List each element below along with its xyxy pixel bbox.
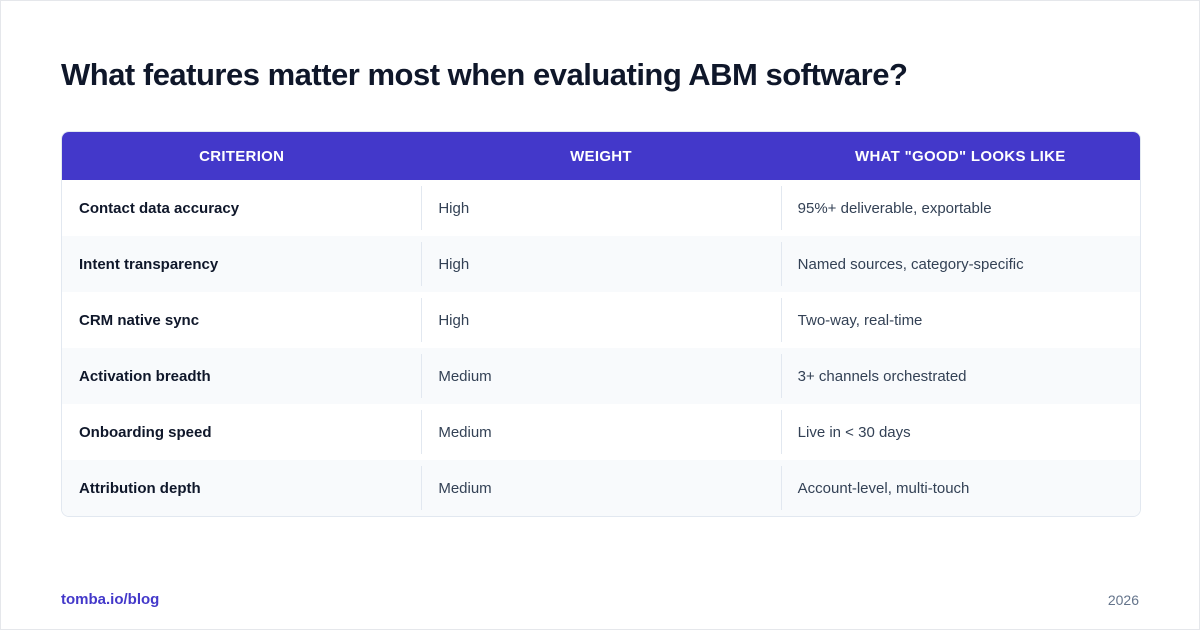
blog-link[interactable]: tomba.io/blog — [61, 591, 160, 608]
weight-cell: High — [421, 236, 780, 292]
table-header: CRITERION WEIGHT WHAT "GOOD" LOOKS LIKE — [62, 132, 1140, 180]
weight-cell: Medium — [421, 460, 780, 516]
weight-cell: High — [421, 180, 780, 236]
criterion-cell: Onboarding speed — [79, 423, 212, 441]
good-cell: Live in < 30 days — [780, 404, 1140, 460]
criterion-cell: Attribution depth — [79, 479, 201, 497]
column-header-weight: WEIGHT — [570, 147, 632, 165]
column-header-good: WHAT "GOOD" LOOKS LIKE — [855, 147, 1066, 165]
table-row: Attribution depth Medium Account-level, … — [62, 460, 1140, 516]
table-row: Activation breadth Medium 3+ channels or… — [62, 348, 1140, 404]
criterion-cell: Intent transparency — [79, 255, 219, 273]
good-cell: Account-level, multi-touch — [780, 460, 1140, 516]
weight-cell: Medium — [421, 404, 780, 460]
criterion-cell: Contact data accuracy — [79, 199, 240, 217]
table-row: CRM native sync High Two-way, real-time — [62, 292, 1140, 348]
table-row: Contact data accuracy High 95%+ delivera… — [62, 180, 1140, 236]
weight-cell: High — [421, 292, 780, 348]
column-header-criterion: CRITERION — [199, 147, 285, 165]
good-cell: 95%+ deliverable, exportable — [780, 180, 1140, 236]
table-row: Intent transparency High Named sources, … — [62, 236, 1140, 292]
good-cell: Two-way, real-time — [780, 292, 1140, 348]
good-cell: 3+ channels orchestrated — [780, 348, 1140, 404]
year-label: 2026 — [1107, 592, 1139, 608]
comparison-table: CRITERION WEIGHT WHAT "GOOD" LOOKS LIKE … — [61, 131, 1141, 517]
criterion-cell: Activation breadth — [79, 367, 211, 385]
criterion-cell: CRM native sync — [79, 311, 200, 329]
page-title: What features matter most when evaluatin… — [61, 57, 908, 92]
good-cell: Named sources, category-specific — [780, 236, 1140, 292]
table-row: Onboarding speed Medium Live in < 30 day… — [62, 404, 1140, 460]
weight-cell: Medium — [421, 348, 780, 404]
